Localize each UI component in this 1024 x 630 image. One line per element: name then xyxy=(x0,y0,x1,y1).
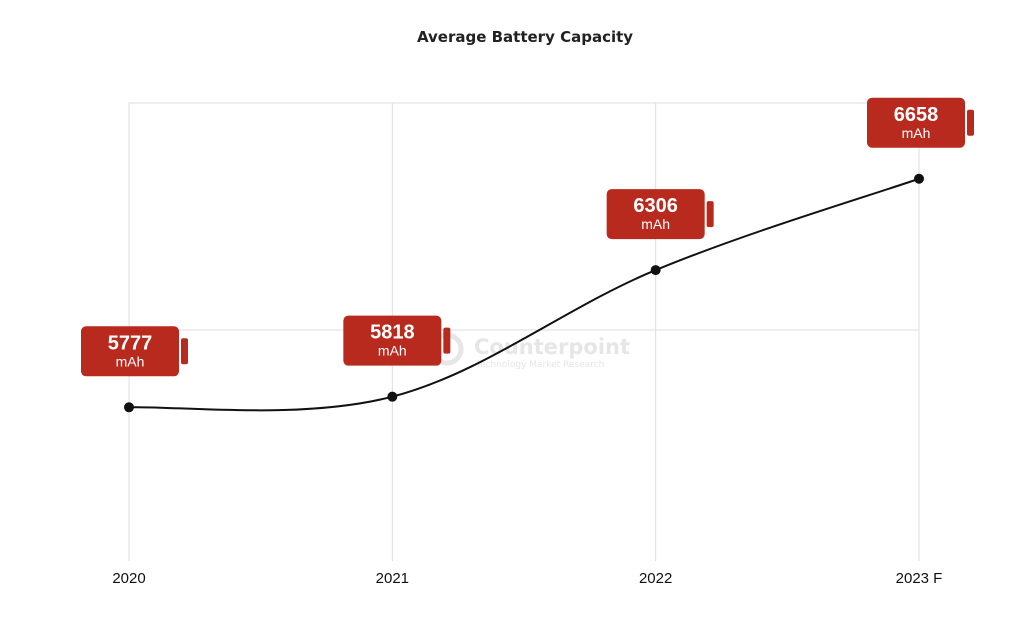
watermark-tagline: Technology Market Research xyxy=(475,360,604,370)
data-point-2023-f xyxy=(914,173,924,184)
battery-body xyxy=(343,315,442,366)
series-line xyxy=(128,177,920,412)
battery-body xyxy=(606,189,705,240)
data-point-2020 xyxy=(124,402,134,413)
chart-title: Average Battery Capacity xyxy=(416,28,634,46)
data-label-value: 5777 xyxy=(108,332,153,354)
watermark-logo: Counterpoint Technology Market Research xyxy=(430,332,630,370)
data-label-value: 6658 xyxy=(894,104,939,126)
line-layer xyxy=(128,177,920,412)
x-tick-label: 2022 xyxy=(639,570,672,587)
data-label-unit: mAh xyxy=(116,353,145,369)
battery-body xyxy=(81,326,179,377)
tick-layer: 2020 2021 2022 2023 F xyxy=(112,570,942,587)
x-tick-label: 2021 xyxy=(376,570,409,587)
data-label-unit: mAh xyxy=(902,125,931,141)
data-label-unit: mAh xyxy=(641,216,670,232)
battery-cap xyxy=(181,338,188,365)
data-point-2021 xyxy=(387,391,398,402)
data-label-value: 6306 xyxy=(633,195,678,217)
x-tick-label: 2020 xyxy=(112,570,145,587)
battery-cap xyxy=(967,109,974,136)
battery-body xyxy=(867,97,965,148)
x-tick-label: 2023 F xyxy=(896,570,943,587)
data-label-unit: mAh xyxy=(378,343,407,359)
data-label-value: 5818 xyxy=(370,322,415,344)
watermark-name: Counterpoint xyxy=(474,335,630,359)
marks-layer xyxy=(124,173,924,413)
grid-layer xyxy=(128,102,920,561)
battery-cap xyxy=(443,327,451,354)
battery-cap xyxy=(706,201,714,228)
data-point-2022 xyxy=(650,265,661,276)
